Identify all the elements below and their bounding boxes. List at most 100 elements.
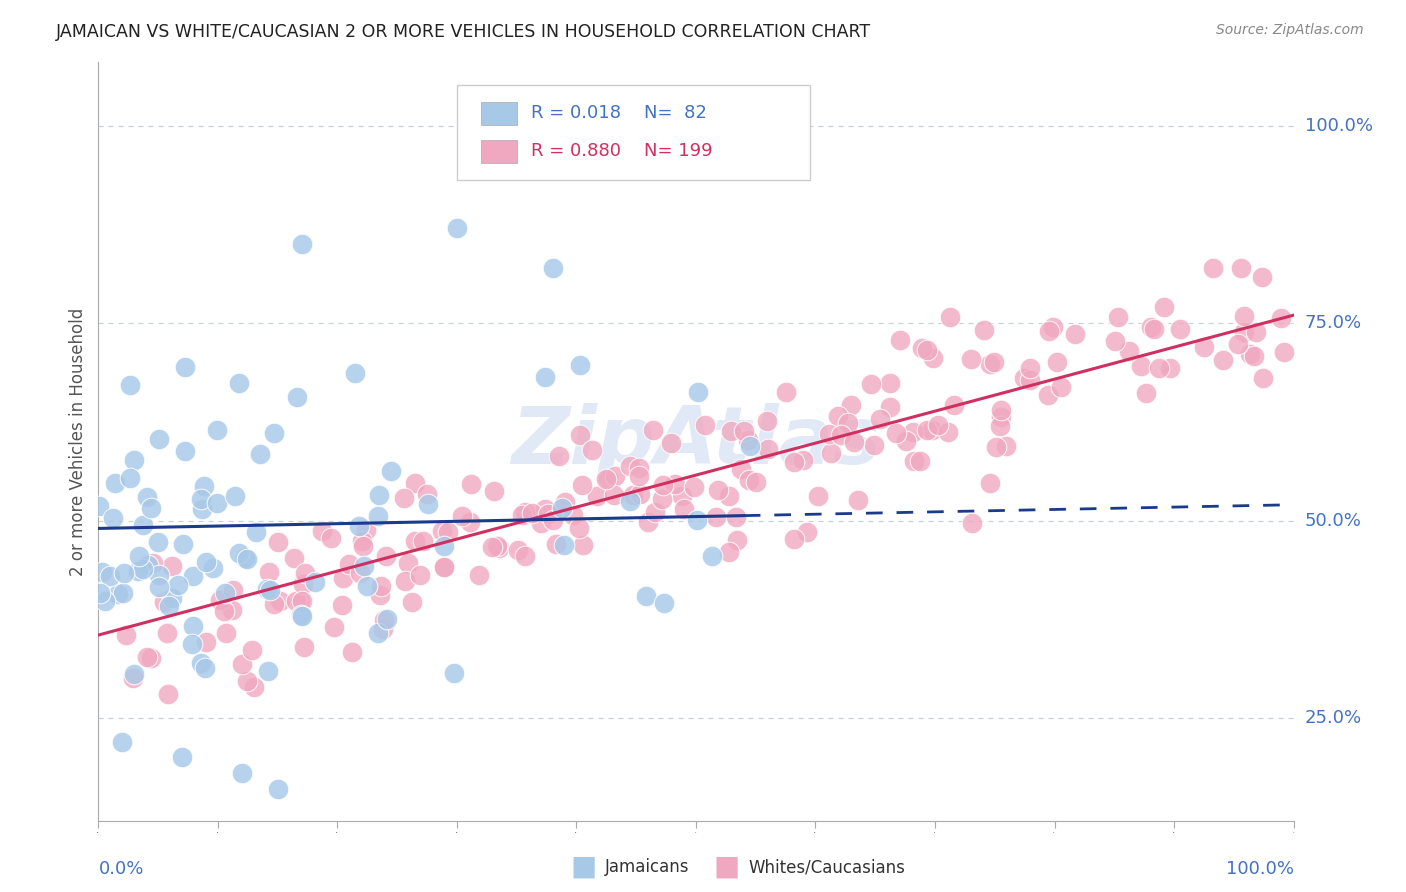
Point [174,444,197,458]
Point [1019,373,1042,387]
Point [409,567,432,582]
Point [783,533,806,547]
Point [1107,310,1129,324]
Point [136,490,159,504]
FancyBboxPatch shape [481,102,517,125]
Point [172,750,194,764]
Point [869,412,891,426]
Point [190,656,212,670]
Point [942,398,965,412]
Point [367,509,389,524]
Point [693,417,716,432]
Point [148,433,170,447]
Point [651,492,673,507]
Point [236,552,259,566]
Point [921,351,943,365]
Point [782,455,804,469]
Point [921,423,943,437]
Point [132,562,155,576]
Point [153,595,176,609]
Point [1036,387,1059,401]
Point [720,424,742,438]
Point [231,766,253,780]
Point [896,434,918,449]
Text: R = 0.018    N=  82: R = 0.018 N= 82 [531,104,707,122]
Point [157,599,180,613]
Point [291,577,314,591]
Point [1233,309,1256,323]
Point [212,604,235,618]
Point [488,541,510,555]
Point [482,484,505,499]
Point [827,409,849,424]
Point [910,454,932,468]
Point [936,425,959,439]
Point [671,489,693,503]
Point [416,487,439,501]
Point [418,497,440,511]
Point [236,674,259,689]
Point [879,376,901,390]
Point [290,607,312,622]
Point [643,423,665,437]
Point [373,613,395,627]
Point [166,578,188,592]
Point [148,567,170,582]
Point [1192,340,1215,354]
Point [1014,371,1036,385]
Point [340,645,363,659]
Point [294,566,316,580]
Point [485,539,508,553]
Point [901,425,924,439]
Point [430,524,453,538]
Point [394,574,416,589]
Point [652,478,675,492]
Point [1104,334,1126,348]
Point [191,502,214,516]
Point [337,558,360,572]
Point [973,323,995,337]
Point [249,447,271,461]
Point [120,470,142,484]
Point [291,608,314,623]
Point [595,472,617,486]
Point [903,454,925,468]
Point [193,479,215,493]
Point [368,488,391,502]
Point [1140,320,1163,334]
Point [127,564,149,578]
Point [481,540,503,554]
Text: 75.0%: 75.0% [1305,314,1362,332]
Point [725,509,748,524]
Point [915,343,938,357]
Point [350,534,373,549]
Point [107,587,129,601]
Point [160,591,183,606]
Point [215,625,238,640]
Point [87,500,110,514]
Point [1226,337,1249,351]
Point [142,556,165,570]
Point [603,488,626,502]
Point [205,424,228,438]
Point [1159,361,1181,376]
Point [332,571,354,585]
Point [745,475,768,489]
Point [347,518,370,533]
Point [370,579,392,593]
Point [1135,386,1157,401]
Text: JAMAICAN VS WHITE/CAUCASIAN 2 OR MORE VEHICLES IN HOUSEHOLD CORRELATION CHART: JAMAICAN VS WHITE/CAUCASIAN 2 OR MORE VE… [56,23,872,41]
Point [401,595,423,609]
Point [513,549,536,564]
Point [654,596,676,610]
Point [269,593,291,607]
Point [544,537,567,551]
Point [141,650,163,665]
Point [568,428,591,442]
Point [124,453,146,467]
Point [979,357,1001,371]
Point [818,427,841,442]
Point [356,579,378,593]
Text: R = 0.880    N= 199: R = 0.880 N= 199 [531,142,713,161]
Point [290,594,312,608]
